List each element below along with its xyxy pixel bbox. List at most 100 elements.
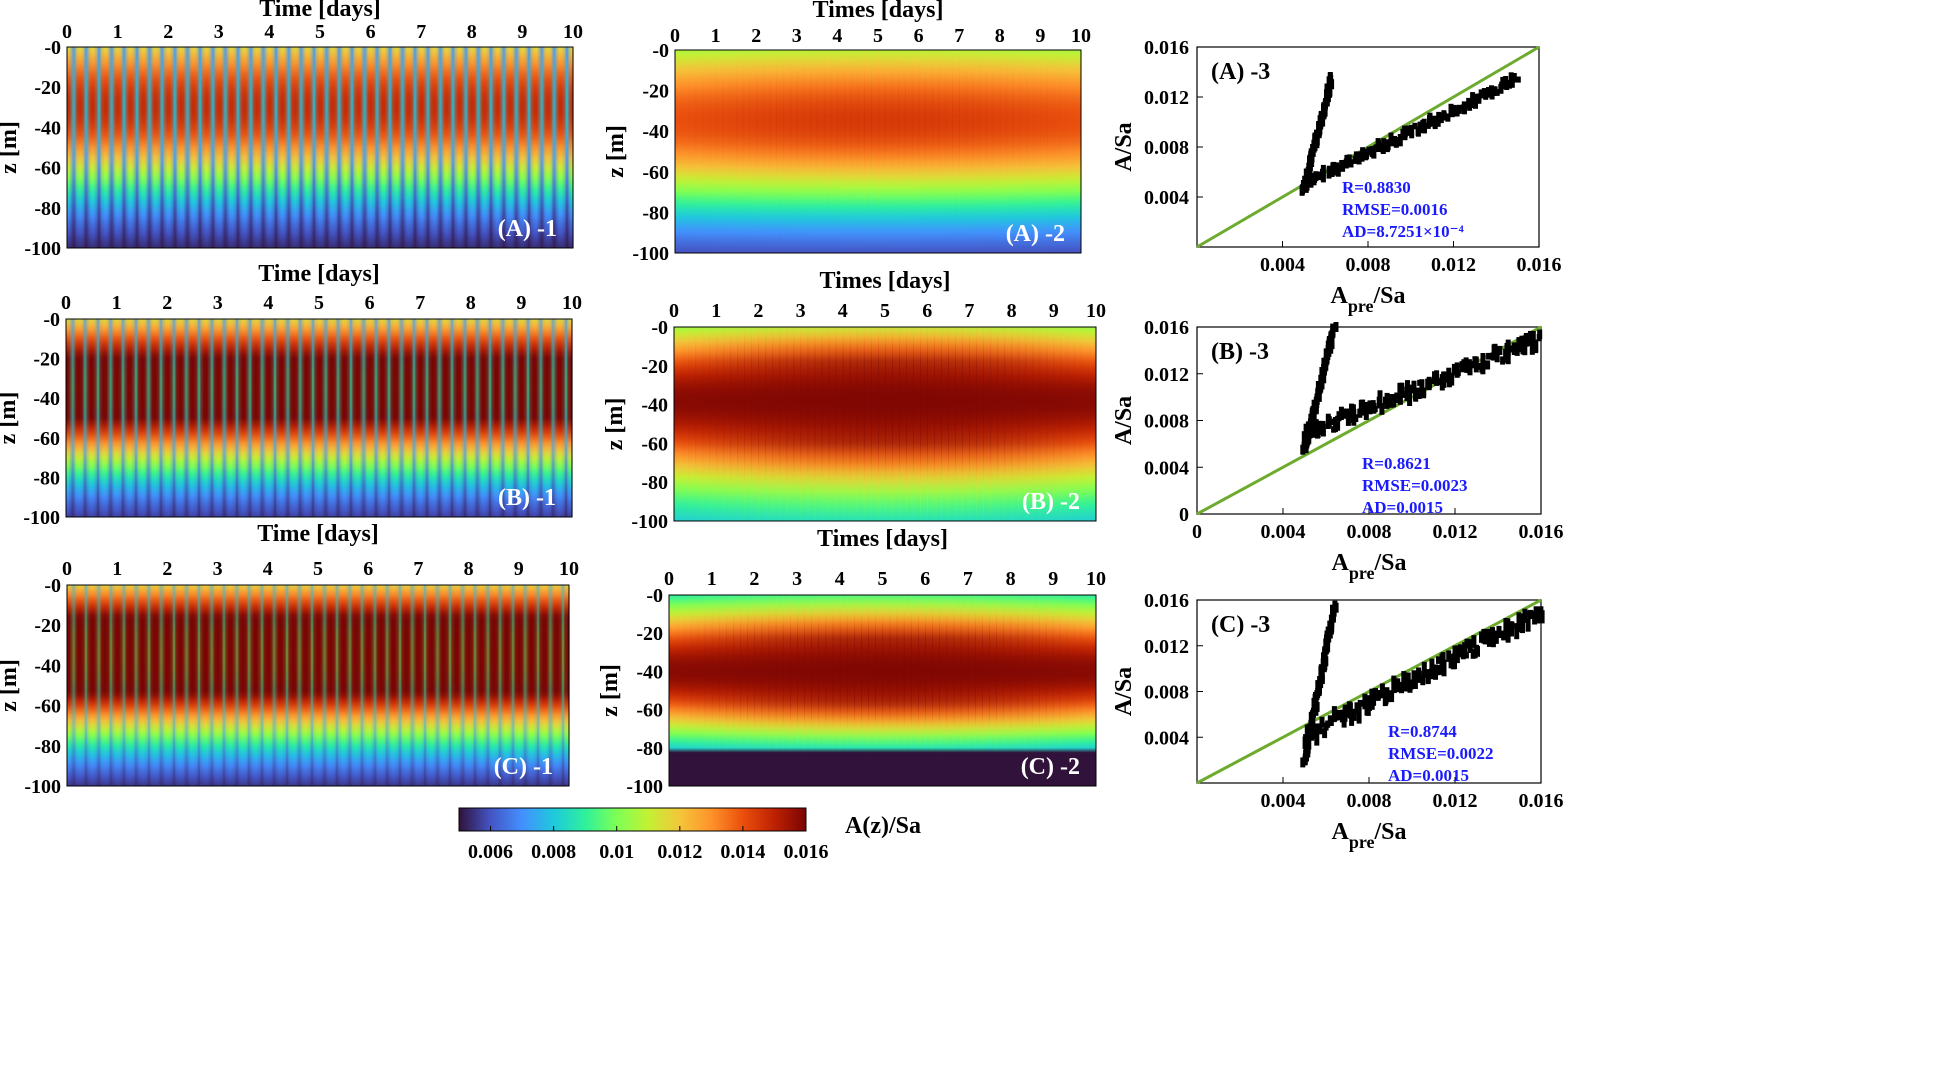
heatmap-column <box>110 319 113 517</box>
data-point <box>1421 118 1427 126</box>
heatmap-column <box>1074 595 1083 786</box>
heatmap-column <box>326 47 329 248</box>
heatmap-column <box>179 47 182 248</box>
heatmap-column <box>236 47 239 248</box>
heatmap-column <box>758 327 767 521</box>
heatmap-column <box>718 595 727 786</box>
heatmap-column <box>683 595 691 786</box>
heatmap-column <box>480 319 483 517</box>
y-tick-label: -80 <box>642 202 669 224</box>
heatmap-column <box>486 47 489 248</box>
heatmap-column <box>197 585 200 786</box>
data-point <box>1419 379 1425 391</box>
heatmap-column <box>289 47 292 248</box>
heatmap-column <box>371 585 374 786</box>
x-axis-label-subscript: pre <box>1348 296 1374 316</box>
data-point <box>1389 690 1395 703</box>
heatmap-column <box>500 47 503 248</box>
data-point <box>1401 671 1407 687</box>
data-point <box>1384 687 1390 703</box>
heatmap-column <box>79 585 82 786</box>
data-point <box>1420 674 1426 686</box>
heatmap-column <box>262 585 265 786</box>
heatmap-column <box>338 47 341 248</box>
heatmap-column <box>424 47 427 248</box>
heatmap-column <box>568 319 571 517</box>
heatmap-column <box>497 319 500 517</box>
heatmap-column <box>854 595 862 786</box>
heatmap-column <box>171 319 173 517</box>
heatmap-column <box>403 47 406 248</box>
heatmap-column <box>555 585 558 786</box>
heatmap-column <box>423 319 426 517</box>
heatmap-column <box>255 585 258 786</box>
x-tick-label: 3 <box>214 21 224 43</box>
heatmap-column <box>709 327 717 521</box>
data-point <box>1522 608 1528 623</box>
heatmap-column <box>306 319 309 517</box>
heatmap-column <box>259 585 261 786</box>
heatmap-column <box>164 47 167 248</box>
heatmap-column <box>393 319 396 517</box>
heatmap-column <box>142 47 145 248</box>
heatmap-column <box>317 319 320 517</box>
heatmap-column <box>541 47 544 248</box>
heatmap-column <box>543 47 546 248</box>
heatmap-column <box>564 319 567 517</box>
heatmap-column <box>423 585 426 786</box>
heatmap-column <box>114 319 116 517</box>
heatmap-column <box>1017 595 1026 786</box>
data-point <box>1314 129 1319 140</box>
heatmap-column <box>927 327 935 521</box>
heatmap-column <box>857 50 866 253</box>
heatmap-column <box>213 47 216 248</box>
heatmap-column <box>399 47 402 248</box>
heatmap-column <box>320 47 322 248</box>
heatmap-column <box>521 47 523 248</box>
heatmap-column <box>217 319 220 517</box>
heatmap-column <box>454 319 457 517</box>
heatmap-column <box>274 47 277 248</box>
heatmap-column <box>564 47 566 248</box>
heatmap-column <box>161 585 163 786</box>
data-point <box>1452 653 1457 670</box>
heatmap-column <box>232 47 235 248</box>
heatmap-column <box>67 319 70 517</box>
data-point <box>1376 690 1381 700</box>
heatmap-column <box>360 47 363 248</box>
data-point <box>1391 675 1397 692</box>
heatmap-column <box>350 585 353 786</box>
heatmap-column <box>444 585 447 786</box>
heatmap-column <box>768 595 777 786</box>
heatmap-column <box>261 585 264 786</box>
heatmap-column <box>505 47 508 248</box>
heatmap-column <box>354 47 357 248</box>
data-point <box>1353 414 1359 422</box>
heatmap-column <box>426 319 429 517</box>
heatmap-column <box>296 319 299 517</box>
heatmap-column <box>751 327 759 521</box>
heatmap-column <box>361 47 364 248</box>
heatmap-column <box>71 319 73 517</box>
heatmap-column <box>715 50 723 253</box>
heatmap-column <box>225 319 228 517</box>
x-tick-label: 0 <box>1192 521 1202 543</box>
heatmap-column <box>524 47 527 248</box>
heatmap-column <box>164 585 167 786</box>
heatmap-column <box>127 585 130 786</box>
heatmap-column <box>151 585 153 786</box>
data-point <box>1357 408 1363 418</box>
y-tick-label: -20 <box>641 356 668 378</box>
heatmap-column <box>559 319 562 517</box>
heatmap-column <box>1040 50 1048 253</box>
data-point <box>1520 618 1525 634</box>
heatmap-column <box>459 47 462 248</box>
heatmap-column <box>386 319 388 517</box>
data-point <box>1471 635 1477 648</box>
heatmap-column <box>485 319 488 517</box>
heatmap-column <box>503 47 506 248</box>
data-point <box>1503 348 1509 363</box>
heatmap-column <box>358 585 361 786</box>
x-tick-label: 7 <box>415 292 425 314</box>
heatmap-column <box>67 585 69 786</box>
